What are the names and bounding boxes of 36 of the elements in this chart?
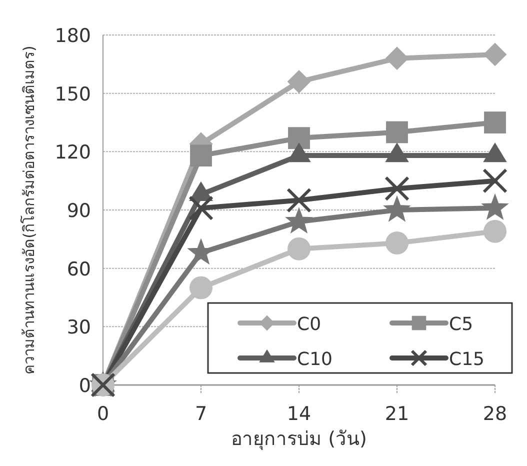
point xyxy=(386,46,408,70)
point xyxy=(386,232,408,255)
point xyxy=(484,112,506,134)
y-tick-label: 90 xyxy=(66,200,91,222)
y-tick-label: 60 xyxy=(66,258,91,280)
legend-label: C10 xyxy=(297,349,332,370)
point xyxy=(384,196,410,222)
point xyxy=(188,196,214,221)
x-axis-title: อายุการบ่ม (วัน) xyxy=(231,428,367,451)
point xyxy=(484,42,506,66)
point xyxy=(190,276,212,300)
point xyxy=(288,70,310,94)
legend-label: C5 xyxy=(449,314,474,335)
point xyxy=(482,168,508,194)
point xyxy=(190,144,212,167)
y-axis-title: ความต้านทานแรงอัด(กิโลกรัมต่อตารางเซนติเมตร) xyxy=(20,46,38,374)
y-tick-label: 0 xyxy=(78,375,91,397)
y-tick-label: 30 xyxy=(66,316,91,339)
point xyxy=(288,237,310,260)
x-tick-label: 14 xyxy=(286,403,312,425)
x-tick-label: 0 xyxy=(96,403,110,425)
y-tick-label: 120 xyxy=(54,142,91,164)
point xyxy=(386,121,408,144)
legend-label: C0 xyxy=(297,314,322,335)
x-tick-label: 7 xyxy=(194,403,208,425)
x-tick-label: 28 xyxy=(482,403,508,425)
x-tick-label: 21 xyxy=(384,403,410,425)
y-tick-label: 150 xyxy=(54,83,91,106)
point xyxy=(286,188,312,213)
point xyxy=(484,220,506,243)
point xyxy=(286,208,312,233)
legend-label: C15 xyxy=(449,349,484,370)
point xyxy=(288,127,310,150)
point xyxy=(482,194,508,220)
y-tick-label: 180 xyxy=(54,25,91,47)
point xyxy=(384,176,410,202)
